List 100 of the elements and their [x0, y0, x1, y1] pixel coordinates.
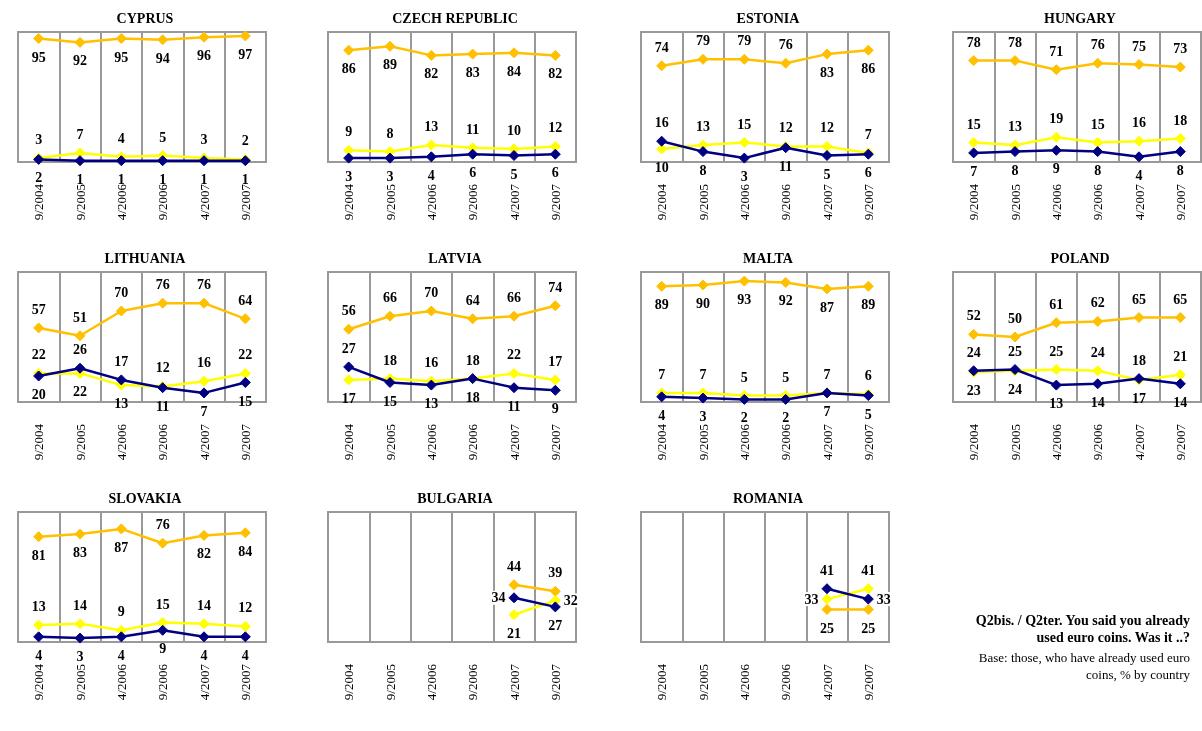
x-tick-label: 4/2006 [736, 663, 752, 701]
data-label: 26 [73, 342, 87, 358]
data-label: 5 [782, 369, 790, 385]
data-label: 74 [654, 39, 669, 55]
x-tick-label: 4/2007 [506, 423, 522, 461]
x-tick-label: 9/2005 [72, 424, 88, 461]
data-label: 93 [737, 292, 752, 308]
x-tick-label: 4/2006 [736, 183, 752, 221]
point [738, 275, 750, 287]
data-label: 9 [117, 604, 125, 620]
x-tick-label: 9/2005 [382, 184, 398, 221]
chart-title: MALTA [743, 250, 794, 266]
data-label: 90 [696, 296, 710, 311]
data-label: 50 [1008, 311, 1022, 326]
x-tick-label: 4/2006 [1048, 423, 1064, 461]
x-tick-label: 9/2007 [547, 663, 563, 701]
point [115, 374, 127, 386]
point [1133, 135, 1145, 147]
data-label: 17 [341, 390, 356, 406]
x-tick-label: 4/2007 [1131, 183, 1147, 221]
data-label: 6 [469, 165, 477, 181]
data-label: 3 [76, 649, 84, 665]
data-label: 15 [155, 596, 170, 612]
point [821, 140, 833, 152]
point [1092, 57, 1104, 69]
point [738, 393, 750, 405]
x-tick-label: 9/2007 [860, 663, 876, 701]
x-tick-label: 9/2004 [341, 183, 357, 221]
data-label: 41 [861, 562, 876, 578]
data-label: 76 [155, 517, 170, 533]
point [425, 379, 437, 391]
x-tick-label: 9/2006 [778, 663, 794, 701]
data-label: 4 [200, 647, 208, 663]
point [115, 33, 127, 44]
point [697, 392, 709, 404]
x-tick-label: 9/2006 [155, 423, 171, 461]
x-tick-label: 9/2007 [860, 423, 876, 461]
data-label: 64 [465, 292, 480, 308]
x-tick-label: 9/2005 [382, 424, 398, 461]
data-label: 33 [804, 591, 819, 607]
data-label: 21 [1173, 348, 1188, 364]
x-tick-label: 9/2004 [654, 183, 670, 221]
data-label: 7 [658, 366, 666, 382]
x-tick-label: 9/2004 [654, 423, 670, 461]
data-label: 13 [424, 396, 439, 412]
data-label: 16 [1132, 115, 1146, 131]
x-tick-label: 9/2005 [72, 184, 88, 221]
data-label: 51 [73, 309, 87, 325]
data-label: 11 [507, 398, 521, 414]
data-label: 71 [1049, 43, 1064, 59]
point [239, 313, 251, 325]
point [968, 328, 980, 340]
point [1009, 55, 1021, 67]
point [508, 592, 520, 604]
data-label: 79 [696, 33, 710, 49]
point [656, 60, 668, 72]
point [656, 135, 668, 147]
data-label: 94 [155, 50, 170, 66]
data-label: 22 [31, 347, 46, 363]
point [1174, 312, 1186, 323]
x-tick-label: 9/2007 [547, 423, 563, 461]
data-label: 20 [31, 387, 46, 402]
point [1050, 131, 1062, 143]
data-label: 13 [1008, 119, 1022, 135]
chart-title: SLOVAKIA [108, 490, 183, 506]
data-label: 7 [699, 366, 707, 382]
data-label: 21 [507, 625, 521, 641]
data-label: 81 [31, 547, 46, 563]
data-label: 89 [861, 297, 876, 313]
data-label: 9 [345, 124, 353, 140]
data-label: 13 [424, 119, 439, 135]
x-tick-label: 4/2007 [506, 183, 522, 221]
data-label: 84 [507, 63, 521, 79]
chart-title: CYPRUS [116, 10, 174, 26]
point [549, 140, 561, 152]
point [1050, 364, 1062, 375]
x-tick-label: 9/2006 [465, 423, 481, 461]
point [425, 49, 437, 61]
data-label: 25 [820, 620, 834, 636]
data-label: 62 [1090, 295, 1105, 311]
x-tick-label: 4/2007 [819, 423, 835, 461]
data-label: 66 [383, 290, 397, 306]
data-label: 3 [699, 409, 707, 425]
data-label: 74 [548, 279, 563, 295]
point [1092, 365, 1104, 377]
point [343, 323, 355, 335]
point [1050, 144, 1062, 156]
point [343, 144, 355, 156]
point [157, 624, 169, 636]
data-label: 4 [117, 647, 125, 663]
data-label: 89 [654, 297, 669, 313]
data-label: 5 [159, 129, 167, 145]
data-label: 13 [1049, 396, 1064, 412]
point [1050, 317, 1062, 329]
point [198, 387, 210, 399]
data-label: 19 [1049, 111, 1064, 127]
point [74, 528, 86, 540]
data-label: 96 [197, 48, 211, 64]
x-tick-label: 9/2007 [237, 663, 253, 701]
data-label: 3 [35, 132, 43, 148]
